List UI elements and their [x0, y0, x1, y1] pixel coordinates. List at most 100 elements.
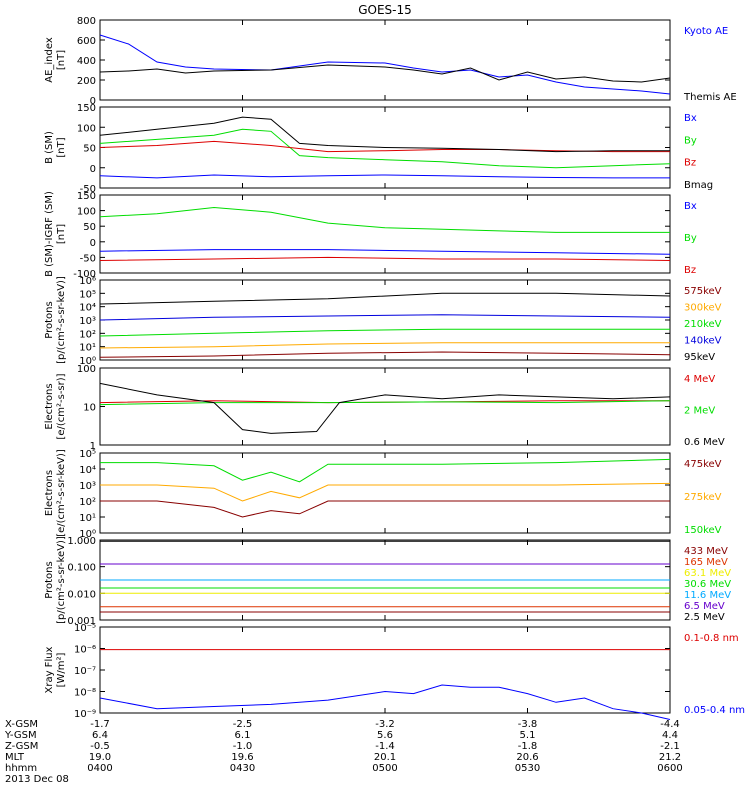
- y-tick-label: 400: [77, 56, 96, 67]
- legend-label: 95keV: [684, 352, 715, 363]
- y-tick-label: 600: [77, 36, 96, 47]
- y-tick-label: 800: [77, 16, 96, 27]
- series-line-bx: [99, 174, 670, 179]
- y-axis-label: [e/(cm²-s-sr)]: [56, 373, 67, 439]
- y-tick-label: 10¹: [79, 513, 96, 524]
- series-line-475kev: [100, 500, 670, 518]
- panel-1: 0 200 400 600 800 AE_index [nT] Kyoto AE Themis …: [44, 16, 737, 107]
- y-axis-label: AE_index: [44, 37, 55, 83]
- y-tick-label: 10⁴: [79, 465, 96, 476]
- panel-5: 1 10 100 Electrons [e/(cm²-s-sr)] 4 MeV 2 MeV 0…: [44, 364, 725, 452]
- legend-label: 275keV: [684, 492, 722, 503]
- legend-label: 0.05-0.4 nm: [684, 705, 745, 716]
- y-tick-label: 0: [90, 238, 96, 249]
- legend-label: 6.5 MeV: [684, 601, 725, 612]
- x-axis-value: -1.0: [233, 741, 253, 752]
- x-axis-value: 20.1: [374, 752, 396, 763]
- date-label: 2013 Dec 08: [5, 774, 69, 785]
- y-tick-label: 0.001: [67, 616, 96, 627]
- x-axis-value: 21.2: [659, 752, 681, 763]
- legend-label: By: [684, 233, 697, 244]
- x-axis-value: 0430: [230, 763, 255, 774]
- y-axis-label: [nT]: [56, 224, 67, 244]
- y-tick-label: 10¹: [79, 343, 96, 354]
- legend-label: Kyoto AE: [684, 26, 728, 37]
- y-tick-label: 10⁴: [79, 303, 96, 314]
- panel-frame: [99, 279, 671, 361]
- y-tick-label: 150: [77, 191, 96, 202]
- series-line-bz: [99, 256, 671, 261]
- y-axis-label: [W/m²]: [56, 652, 67, 687]
- legend-label: Bz: [684, 158, 696, 169]
- series-line-300kev: [99, 342, 670, 349]
- legend-label: 11.6 MeV: [684, 590, 731, 601]
- y-axis-label: [nT]: [56, 137, 67, 157]
- y-tick-label: 10⁰: [79, 529, 96, 540]
- panel-frame: [99, 194, 671, 274]
- y-tick-label: -50: [80, 253, 96, 264]
- y-tick-label: 150: [77, 103, 96, 114]
- chart-title: GOES-15: [358, 3, 412, 17]
- legend-label: 63.1 MeV: [684, 568, 731, 579]
- y-tick-label: 200: [77, 76, 96, 87]
- x-axis-row-label: X-GSM: [5, 719, 38, 730]
- y-tick-label: 10⁵: [79, 449, 96, 460]
- y-tick-label: 1.000: [67, 536, 96, 547]
- panel-7: 0.001 0.010 0.100 1.000 Protons [p/(cm²-s-sr-…: [44, 536, 731, 627]
- series-line-by: [99, 128, 671, 169]
- y-axis-label: [p/(cm²-s-sr-keV)]: [56, 276, 67, 364]
- series-line-275kev: [100, 482, 671, 502]
- y-tick-label: 10²: [79, 329, 96, 340]
- series-line-140kev: [99, 314, 671, 321]
- y-tick-label: 50: [83, 222, 96, 233]
- x-axis-row-label: Y-GSM: [4, 730, 37, 741]
- legend-label: 140keV: [684, 336, 722, 347]
- legend-label: 4 MeV: [684, 374, 715, 385]
- legend-label: Bmag: [684, 180, 713, 191]
- x-axis-value: -3.2: [375, 719, 395, 730]
- panel-2: -50 0 50 100 150 B (SM) [nT] Bx By Bz Bmag: [44, 103, 713, 195]
- legend-label: 30.6 MeV: [684, 579, 731, 590]
- legend-label: Bx: [684, 113, 697, 124]
- panel-8: 10⁻⁹ 10⁻⁸ 10⁻⁷ 10⁻⁶ 10⁻⁵ Xray Flux [W/m²] 0.1-0…: [44, 623, 745, 720]
- y-axis-label: [e/(cm²-s-sr-keV)]: [56, 449, 67, 537]
- y-tick-label: 100: [77, 123, 96, 134]
- x-axis-value: 5.6: [377, 730, 393, 741]
- y-tick-label: 10⁵: [79, 289, 96, 300]
- y-tick-label: 10²: [79, 497, 96, 508]
- series-line-bx: [99, 249, 671, 255]
- series-line-themis-ae: [99, 64, 671, 83]
- x-axis-value: -4.4: [660, 719, 680, 730]
- series-line-95kev: [99, 292, 671, 305]
- legend-label: 2.5 MeV: [684, 612, 725, 623]
- y-tick-label: -100: [73, 269, 96, 280]
- x-axis-value: -2.5: [233, 719, 253, 730]
- legend-label: 433 MeV: [684, 546, 728, 557]
- y-tick-label: 0.010: [67, 589, 96, 600]
- legend-label: Bx: [684, 201, 697, 212]
- legend-label: 0.6 MeV: [684, 437, 725, 448]
- y-tick-label: 10⁻⁹: [74, 709, 96, 720]
- series-line-bz: [99, 140, 670, 153]
- y-tick-label: 0: [90, 164, 96, 175]
- x-axis-row-label: hhmm: [5, 763, 37, 774]
- x-axis-value: -3.8: [518, 719, 538, 730]
- y-axis-label: Xray Flux: [44, 646, 55, 693]
- x-axis-value: 0400: [87, 763, 112, 774]
- legend-label: 0.1-0.8 nm: [684, 633, 739, 644]
- series-line-575kev: [99, 351, 671, 358]
- y-tick-label: 10³: [79, 481, 96, 492]
- legend-label: 475keV: [684, 459, 722, 470]
- y-axis-label: Electrons: [44, 383, 55, 429]
- y-tick-label: -50: [80, 184, 96, 195]
- series-line-150kev: [100, 458, 671, 483]
- x-axis-value: -1.8: [518, 741, 538, 752]
- series-line-kyoto-ae: [99, 34, 671, 95]
- legend-label: By: [684, 135, 697, 146]
- series-line-by: [99, 206, 670, 233]
- y-axis-label: Protons: [44, 301, 55, 338]
- series-line-0-05-0-4-nm: [99, 684, 671, 720]
- x-axis-value: -1.4: [375, 741, 395, 752]
